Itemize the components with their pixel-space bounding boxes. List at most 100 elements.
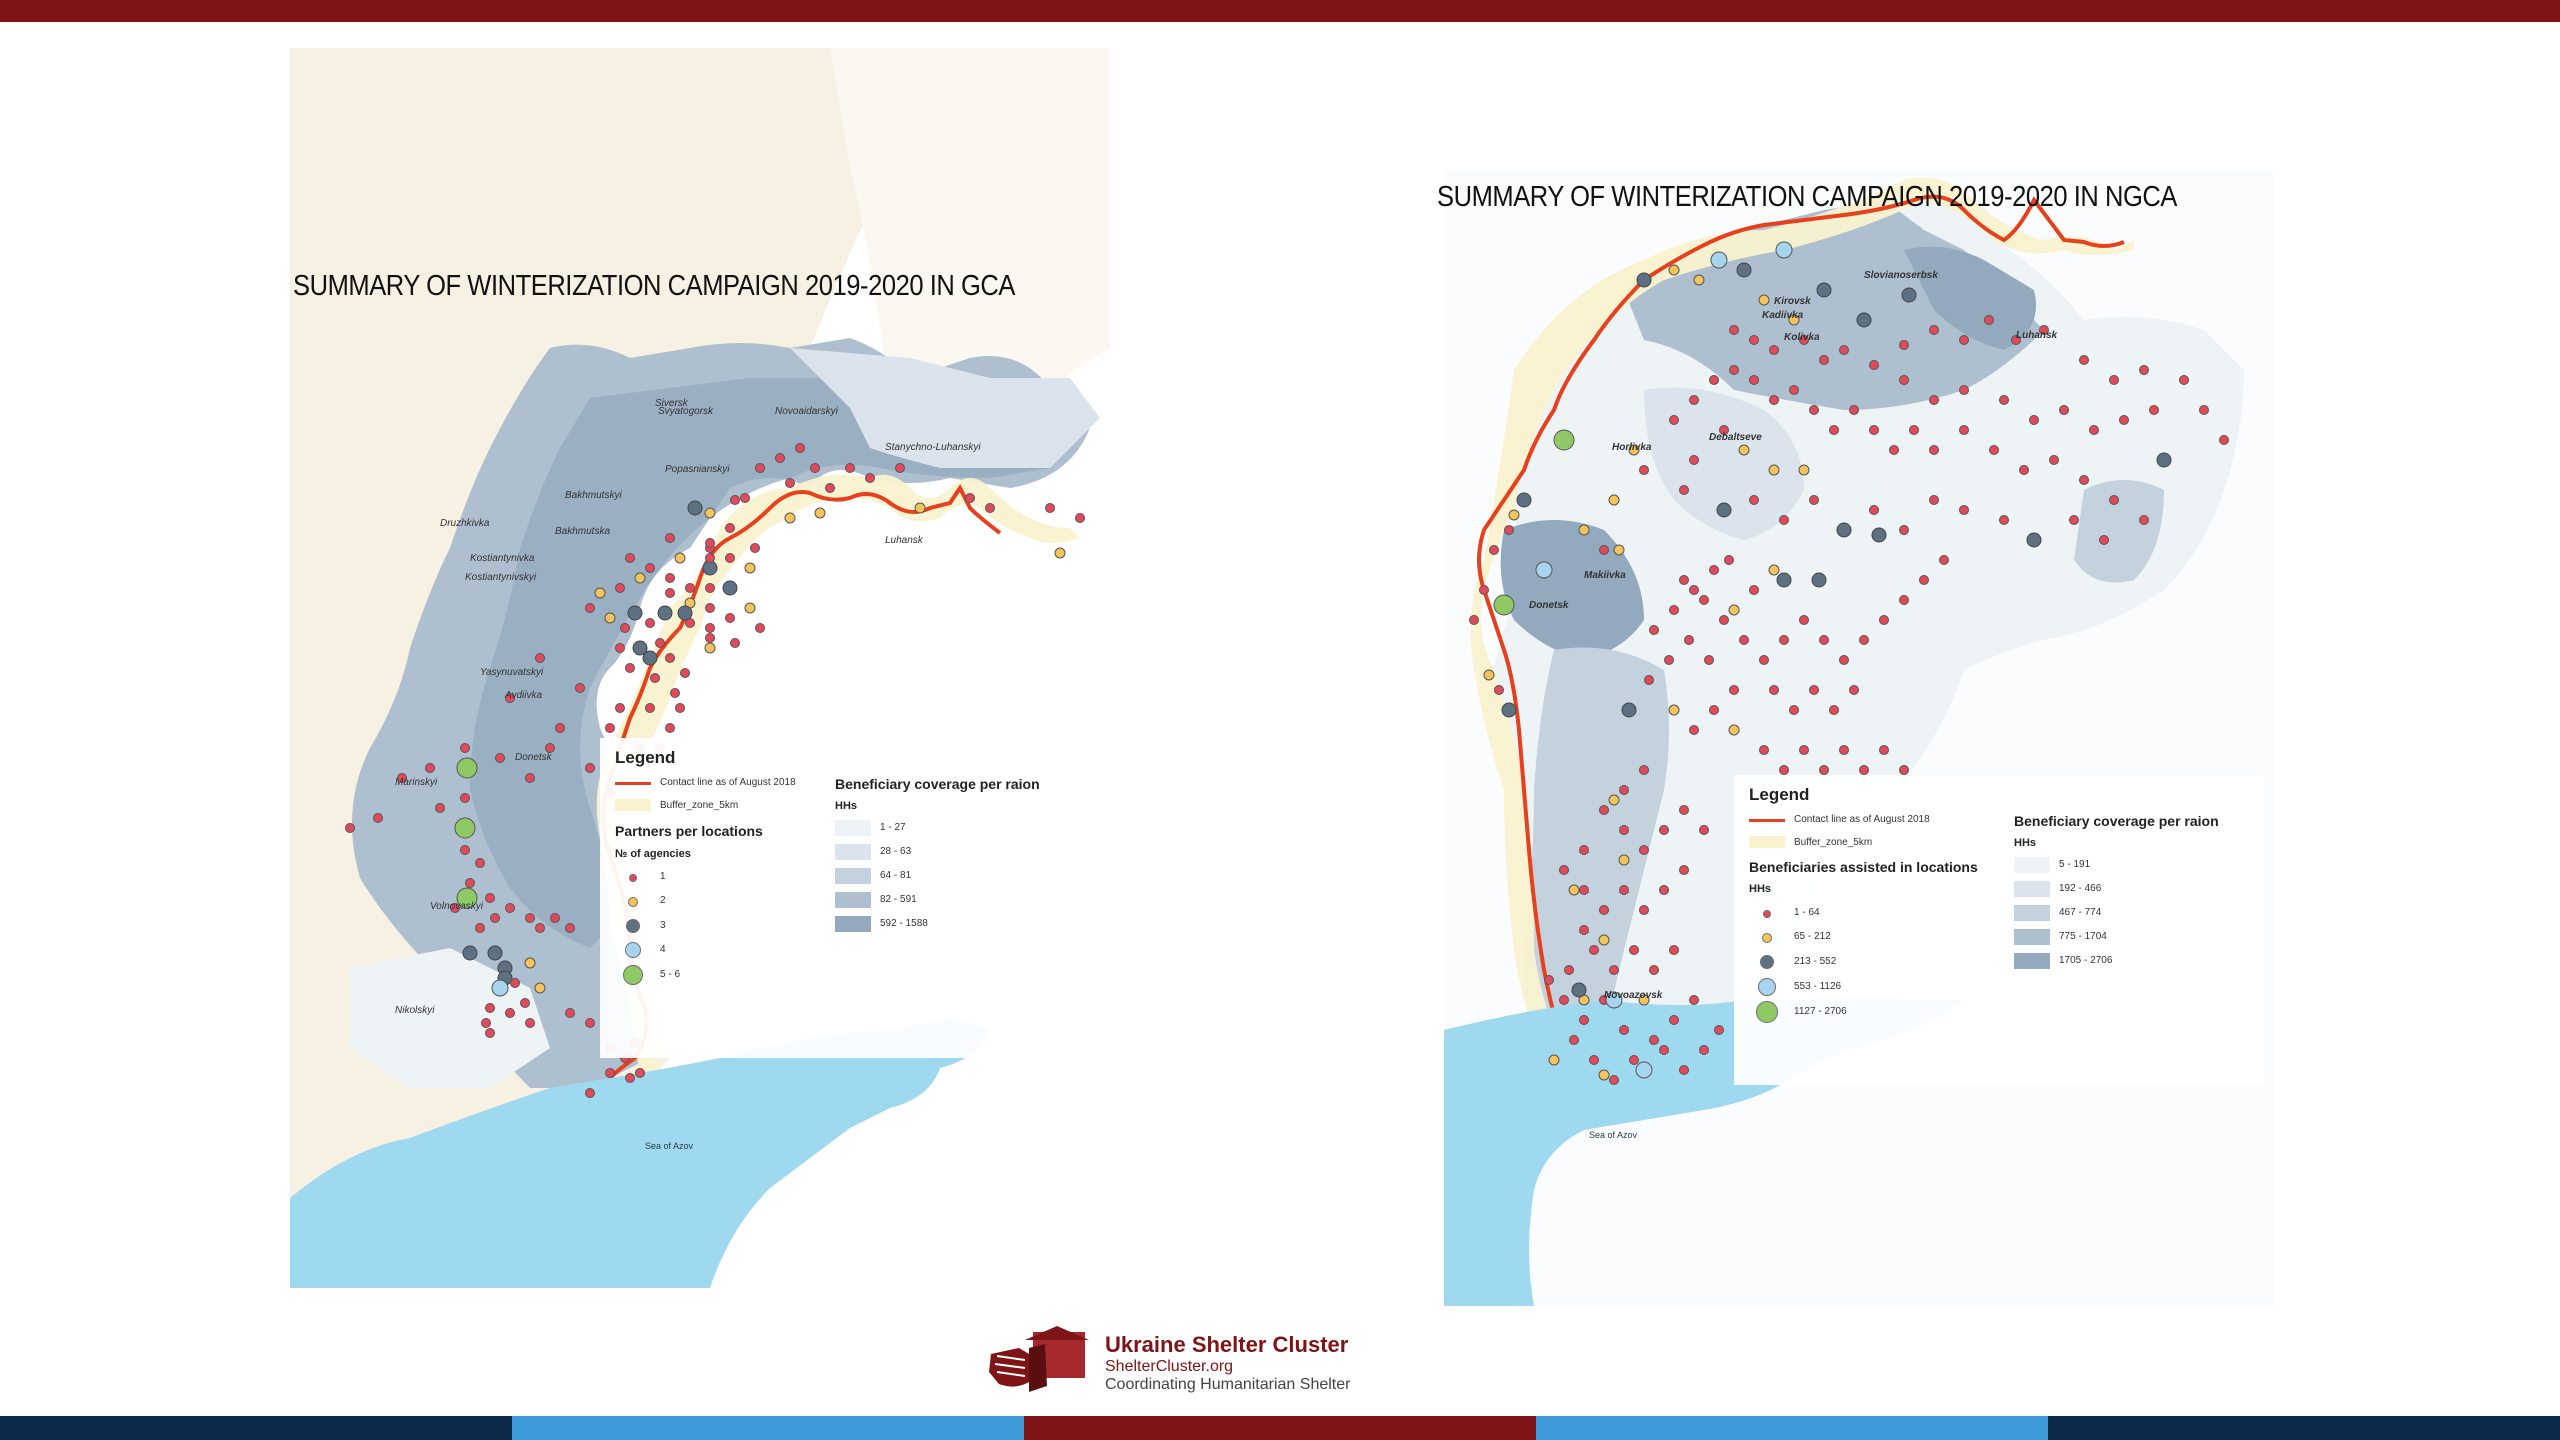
bottom-bar-segment bbox=[1024, 1416, 1536, 1440]
ngca-legend-swatch-5 bbox=[2014, 953, 2050, 969]
gca-legend-buffer-zone: Buffer_zone_5km bbox=[660, 800, 739, 811]
gca-legend-swatch-4 bbox=[835, 892, 871, 908]
logo-title: Ukraine Shelter Cluster bbox=[1105, 1332, 1349, 1357]
ngca-map: Slovianoserbsk Kirovsk Kadiivka Kolivka … bbox=[1444, 170, 2274, 1306]
gca-legend-buffer-symbol bbox=[615, 799, 651, 811]
ngca-contact-line bbox=[1477, 194, 2125, 1101]
gca-place-label: Kostiantynivskyi bbox=[465, 572, 537, 583]
ngca-place-label: Novoazovsk bbox=[1604, 990, 1663, 1001]
gca-legend: Legend Contact line as of August 2018 Bu… bbox=[600, 738, 1090, 1058]
gca-place-label: Svyatogorsk bbox=[658, 406, 714, 417]
ngca-legend-contact-line: Contact line as of August 2018 bbox=[1794, 814, 1930, 825]
gca-place-label: Luhansk bbox=[885, 535, 923, 546]
ngca-legend-raion-label: 192 - 466 bbox=[2059, 883, 2102, 894]
ngca-buffer-zone bbox=[1470, 177, 2134, 1080]
gca-legend-swatch-3 bbox=[835, 868, 871, 884]
ngca-place-label: Makiivka bbox=[1584, 570, 1626, 581]
ngca-place-label: Slovianoserbsk bbox=[1864, 270, 1938, 281]
gca-legend-point-label: 4 bbox=[660, 944, 666, 955]
gca-legend-points-heading: Partners per locations bbox=[615, 823, 763, 839]
bottom-bar-segment bbox=[1536, 1416, 2048, 1440]
ngca-legend-raion-label: 775 - 1704 bbox=[2059, 931, 2107, 942]
ngca-legend-point-label: 553 - 1126 bbox=[1794, 981, 1842, 992]
gca-place-label: Bakhmutska bbox=[555, 526, 611, 537]
ngca-sea-label: Sea of Azov bbox=[1589, 1130, 1638, 1140]
gca-legend-contact-line-symbol bbox=[615, 782, 651, 785]
gca-legend-raion-label: 82 - 591 bbox=[880, 894, 917, 905]
gca-sea-label: Sea of Azov bbox=[645, 1141, 694, 1151]
ngca-legend-dot-4 bbox=[1758, 978, 1776, 996]
gca-legend-title: Legend bbox=[615, 748, 676, 767]
gca-place-label: Stanychno-Luhanskyi bbox=[885, 442, 981, 453]
gca-place-label: Marinskyi bbox=[395, 777, 438, 788]
ngca-raion-horlivka bbox=[1644, 387, 1804, 540]
gca-place-label: Nikolskyi bbox=[395, 1005, 435, 1016]
bottom-bar-segment bbox=[2048, 1416, 2560, 1440]
gca-legend-swatch-2 bbox=[835, 844, 871, 860]
ngca-legend-point-label: 213 - 552 bbox=[1794, 956, 1837, 967]
ngca-legend-point-label: 65 - 212 bbox=[1794, 931, 1831, 942]
gca-legend-raion-label: 28 - 63 bbox=[880, 846, 912, 857]
gca-legend-points-sub: № of agencies bbox=[615, 848, 691, 860]
top-accent-bar bbox=[0, 0, 2560, 22]
ngca-raion-luhansk bbox=[1904, 246, 2036, 350]
hand-house-logo-icon bbox=[989, 1326, 1089, 1392]
gca-legend-dot-5 bbox=[623, 965, 643, 985]
ngca-legend-swatch-2 bbox=[2014, 881, 2050, 897]
bottom-accent-bar bbox=[0, 1416, 2560, 1440]
bottom-bar-segment bbox=[512, 1416, 1024, 1440]
ngca-place-label: Kadiivka bbox=[1762, 310, 1804, 321]
ngca-legend-dot-1 bbox=[1763, 910, 1771, 918]
ngca-legend-points-sub: HHs bbox=[1749, 883, 1772, 895]
ngca-place-label: Donetsk bbox=[1529, 600, 1569, 611]
ngca-map-canvas bbox=[1444, 170, 2274, 1306]
gca-place-label: Popasnianskyi bbox=[665, 464, 730, 475]
ngca-sea bbox=[1444, 995, 1964, 1306]
gca-legend-raion-label: 1 - 27 bbox=[880, 822, 906, 833]
gca-legend-dot-1 bbox=[629, 874, 637, 882]
ngca-place-label: Kirovsk bbox=[1774, 296, 1811, 307]
gca-legend-contact-line: Contact line as of August 2018 bbox=[660, 777, 796, 788]
ngca-place-label: Debaltseve bbox=[1709, 432, 1762, 443]
gca-legend-point-label: 5 - 6 bbox=[660, 969, 681, 980]
ngca-place-label: Horlivka bbox=[1612, 442, 1652, 453]
gca-raion-area-dark bbox=[470, 378, 1070, 948]
ngca-legend-dot-3 bbox=[1760, 955, 1774, 969]
gca-place-label: Novoaidarskyi bbox=[775, 406, 838, 417]
ngca-place-label: Luhansk bbox=[2016, 330, 2058, 341]
gca-legend-dot-2 bbox=[628, 897, 638, 907]
ngca-legend-swatch-3 bbox=[2014, 905, 2050, 921]
ngca-legend-raion-label: 467 - 774 bbox=[2059, 907, 2102, 918]
gca-legend-raion-label: 64 - 81 bbox=[880, 870, 912, 881]
ngca-legend-dot-5 bbox=[1756, 1001, 1778, 1023]
gca-legend-dot-4 bbox=[625, 942, 641, 958]
logo-url: ShelterCluster.org bbox=[1105, 1358, 1234, 1375]
ngca-place-label: Kolivka bbox=[1784, 332, 1820, 343]
ngca-legend-point-label: 1 - 64 bbox=[1794, 907, 1820, 918]
shelter-cluster-logo: Ukraine Shelter Cluster ShelterCluster.o… bbox=[985, 1326, 1405, 1396]
gca-legend-point-label: 1 bbox=[660, 871, 666, 882]
gca-legend-raion-sub: HHs bbox=[835, 800, 858, 812]
bottom-bar-segment bbox=[0, 1416, 512, 1440]
ngca-legend-point-label: 1127 - 2706 bbox=[1794, 1006, 1847, 1017]
ngca-legend-buffer-symbol bbox=[1749, 836, 1785, 848]
gca-legend-dot-3 bbox=[626, 919, 640, 933]
gca-legend-raion-heading: Beneficiary coverage per raion bbox=[835, 776, 1040, 792]
ngca-legend-dot-2 bbox=[1762, 933, 1772, 943]
gca-map-title: SUMMARY OF WINTERIZATION CAMPAIGN 2019-2… bbox=[293, 270, 1016, 302]
gca-point-markers bbox=[345, 443, 1085, 1098]
ngca-raion-south bbox=[1524, 647, 1669, 1100]
ngca-legend-raion-label: 5 - 191 bbox=[2059, 859, 2091, 870]
gca-place-label: Druzhkivka bbox=[440, 518, 490, 529]
gca-place-label: Yasynuvatskyi bbox=[480, 667, 544, 678]
gca-place-label: Bakhmutskyi bbox=[565, 490, 622, 501]
gca-legend-point-label: 2 bbox=[660, 895, 666, 906]
gca-raion-area-light bbox=[790, 348, 1100, 468]
gca-legend-point-label: 3 bbox=[660, 920, 666, 931]
ngca-raion-donetsk bbox=[1500, 520, 1644, 660]
gca-place-label: Avdiivka bbox=[505, 690, 543, 701]
gca-place-label: Donetsk bbox=[515, 752, 552, 763]
ngca-legend-raion-sub: HHs bbox=[2014, 837, 2037, 849]
ngca-legend-swatch-4 bbox=[2014, 929, 2050, 945]
ngca-legend-swatch-1 bbox=[2014, 857, 2050, 873]
